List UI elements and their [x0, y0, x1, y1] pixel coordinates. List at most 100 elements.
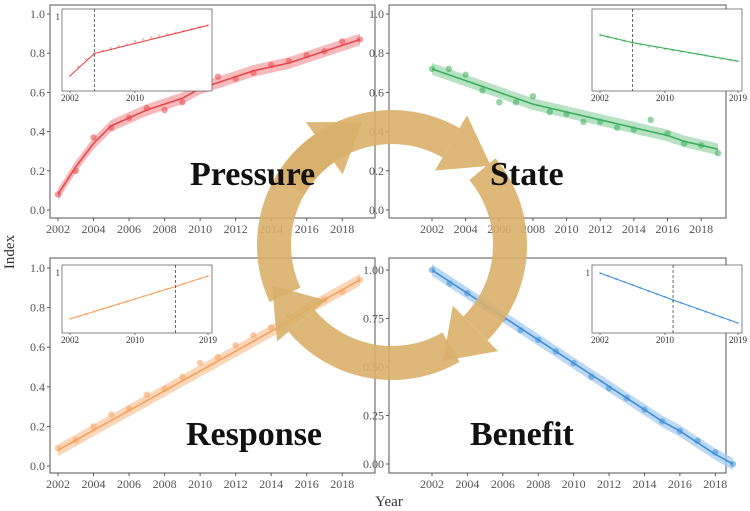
x-tick-label: 2008 — [153, 222, 177, 236]
inset-point — [149, 36, 153, 39]
y-tick-label: 1.0 — [30, 261, 45, 275]
y-tick-label: 0.25 — [363, 409, 384, 423]
y-tick-label: 0.2 — [30, 419, 45, 433]
inset-x-tick-label: 2010 — [656, 335, 675, 345]
data-point — [143, 391, 151, 398]
x-tick-label: 2008 — [526, 477, 550, 491]
inset-x-tick-label: 2019 — [729, 335, 748, 345]
inset-x-tick-label: 2002 — [61, 93, 79, 103]
inset-x-tick-label: 2019 — [729, 93, 748, 103]
inset-x-tick-label: 2010 — [126, 93, 145, 103]
data-point — [179, 373, 186, 381]
y-tick-label: 0.4 — [30, 380, 45, 394]
label-response: Response — [186, 416, 322, 453]
inset-segment-1 — [599, 272, 674, 301]
y-tick-label: 0.6 — [369, 85, 384, 99]
inset-x-tick-label: 2019 — [199, 335, 218, 345]
data-point — [108, 124, 115, 131]
data-point — [250, 332, 257, 339]
y-tick-label: 0.8 — [30, 46, 45, 60]
x-tick-label: 2018 — [703, 477, 727, 491]
fit-line — [431, 68, 719, 151]
x-tick-label: 2016 — [295, 222, 319, 236]
x-tick-label: 2014 — [622, 222, 646, 236]
data-point — [647, 116, 654, 124]
inset-segment-2 — [175, 275, 209, 288]
data-point — [214, 73, 222, 80]
x-tick-label: 2016 — [668, 477, 692, 491]
y-tick-label: 1.0 — [369, 7, 384, 21]
inset-frame — [61, 8, 213, 92]
data-point — [214, 353, 222, 361]
x-tick-label: 2016 — [656, 222, 680, 236]
x-tick-label: 2004 — [454, 222, 478, 236]
data-point — [613, 124, 621, 131]
inset-segment-1 — [69, 53, 95, 77]
panel-labels-layer: Pressure State Response Benefit — [186, 156, 575, 453]
x-tick-label: 2012 — [597, 477, 621, 491]
data-point — [714, 149, 722, 157]
cycle-arc — [288, 309, 460, 380]
inset-x-tick-label: 2002 — [591, 93, 609, 103]
cycle-arrowhead — [305, 121, 362, 175]
x-tick-label: 2006 — [491, 477, 515, 491]
x-tick-label: 2014 — [259, 477, 283, 491]
y-tick-label: 0.75 — [363, 312, 384, 326]
data-point — [529, 93, 537, 100]
inset-x-tick-label: 2002 — [591, 335, 609, 345]
inset-segment-1 — [69, 285, 176, 320]
x-tick-label: 2010 — [555, 222, 579, 236]
x-tick-label: 2008 — [521, 222, 545, 236]
y-tick-label: 0.2 — [369, 164, 384, 178]
inset-segment-2 — [672, 299, 739, 324]
y-tick-label: 0.0 — [30, 203, 45, 217]
inset-frame — [591, 264, 743, 334]
x-tick-label: 2018 — [330, 477, 354, 491]
y-tick-label: 0.6 — [30, 85, 45, 99]
data-point — [196, 359, 204, 367]
y-tick-label: 0.0 — [369, 203, 384, 217]
data-point — [496, 99, 503, 106]
inset-x-tick-label: 2010 — [656, 93, 675, 103]
inset-frame — [591, 8, 743, 92]
cycle-arrowhead — [442, 305, 499, 361]
data-point — [479, 87, 486, 94]
inset-point — [157, 34, 161, 37]
inset-benefit: 2002 2010 2019 1 — [586, 264, 748, 345]
data-point — [267, 324, 275, 331]
inset-point — [133, 39, 137, 43]
data-point — [90, 423, 97, 430]
y-tick-label: 0.2 — [30, 164, 45, 178]
x-tick-label: 2010 — [188, 222, 212, 236]
data-point — [161, 106, 168, 114]
x-tick-label: 2018 — [689, 222, 713, 236]
label-state: State — [490, 156, 564, 193]
x-tick-label: 2006 — [117, 477, 141, 491]
y-tick-label: 0.0 — [30, 459, 45, 473]
data-point — [445, 65, 453, 73]
x-tick-label: 2002 — [46, 222, 70, 236]
inset-y-tick-label: 1 — [56, 268, 61, 278]
x-tick-label: 2004 — [455, 477, 479, 491]
data-point — [546, 108, 553, 116]
cycle-arc — [463, 158, 527, 341]
cycle-arrowhead — [272, 285, 327, 342]
inset-state: 2002 2010 2019 — [591, 8, 748, 103]
x-tick-label: 2004 — [82, 477, 106, 491]
x-tick-label: 2002 — [46, 477, 70, 491]
data-point — [580, 118, 587, 126]
y-tick-label: 0.6 — [30, 340, 45, 354]
x-axis-title: Year — [375, 494, 403, 510]
inset-pressure: 2002 2010 1 — [56, 8, 213, 103]
inset-x-tick-label: 2002 — [61, 335, 79, 345]
confidence-band — [432, 63, 718, 156]
y-tick-label: 0.4 — [30, 125, 45, 139]
data-point — [179, 99, 186, 106]
data-point — [512, 99, 520, 106]
data-point — [339, 38, 346, 45]
x-tick-label: 2012 — [224, 222, 248, 236]
x-tick-label: 2016 — [295, 477, 319, 491]
